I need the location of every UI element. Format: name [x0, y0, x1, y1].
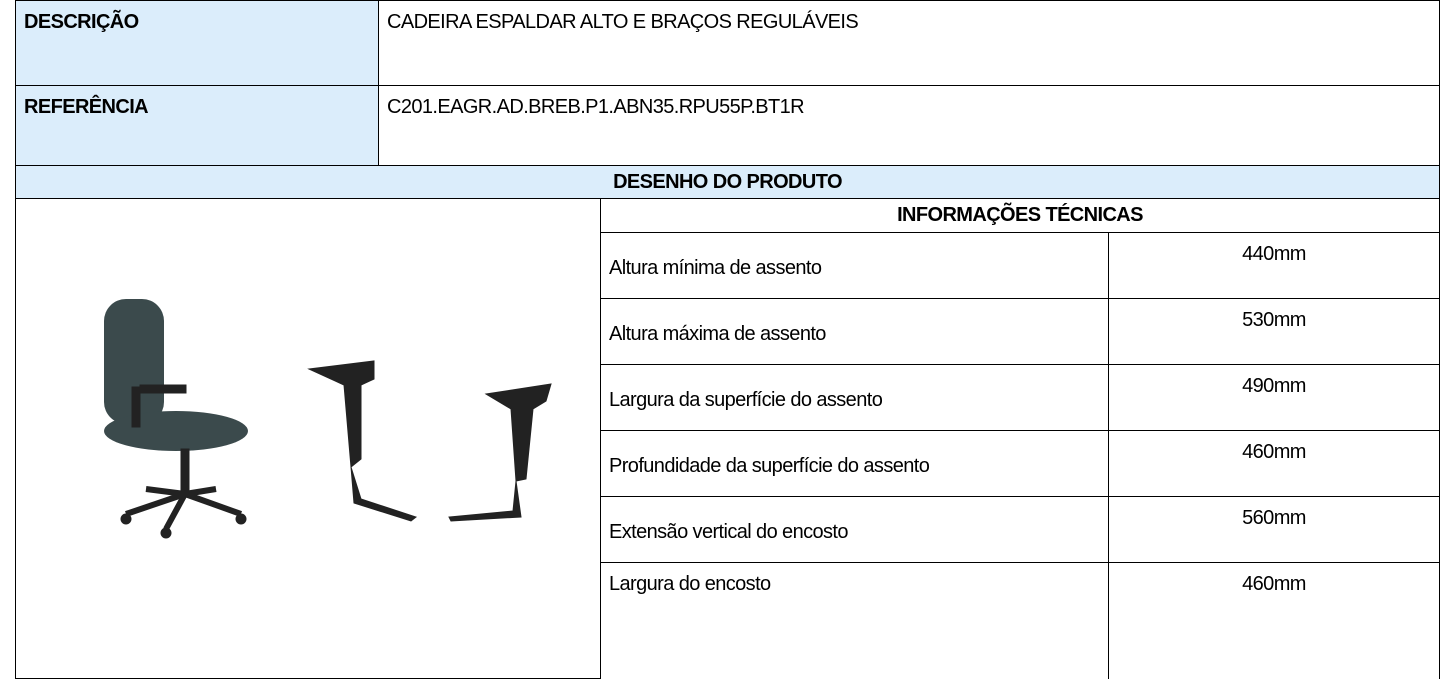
spec-value: 560mm — [1108, 496, 1440, 563]
product-image-cell — [15, 198, 601, 679]
spec-label: Altura máxima de assento — [600, 298, 1109, 365]
product-image — [104, 299, 552, 539]
description-value: CADEIRA ESPALDAR ALTO E BRAÇOS REGULÁVEI… — [378, 0, 1440, 86]
reference-label: REFERÊNCIA — [15, 85, 379, 166]
technical-info-title: INFORMAÇÕES TÉCNICAS — [600, 198, 1440, 233]
description-label: DESCRIÇÃO — [15, 0, 379, 86]
spec-label: Largura do encosto — [600, 562, 1109, 679]
spec-value: 460mm — [1108, 430, 1440, 497]
spec-value: 490mm — [1108, 364, 1440, 431]
spec-value: 530mm — [1108, 298, 1440, 365]
spec-value: 440mm — [1108, 232, 1440, 299]
reference-value: C201.EAGR.AD.BREB.P1.ABN35.RPU55P.BT1R — [378, 85, 1440, 166]
spec-label: Profundidade da superfície do assento — [600, 430, 1109, 497]
spec-label: Largura da superfície do assento — [600, 364, 1109, 431]
spec-value: 460mm — [1108, 562, 1440, 679]
spec-label: Altura mínima de assento — [600, 232, 1109, 299]
drawing-header: DESENHO DO PRODUTO — [15, 165, 1440, 199]
spec-label: Extensão vertical do encosto — [600, 496, 1109, 563]
